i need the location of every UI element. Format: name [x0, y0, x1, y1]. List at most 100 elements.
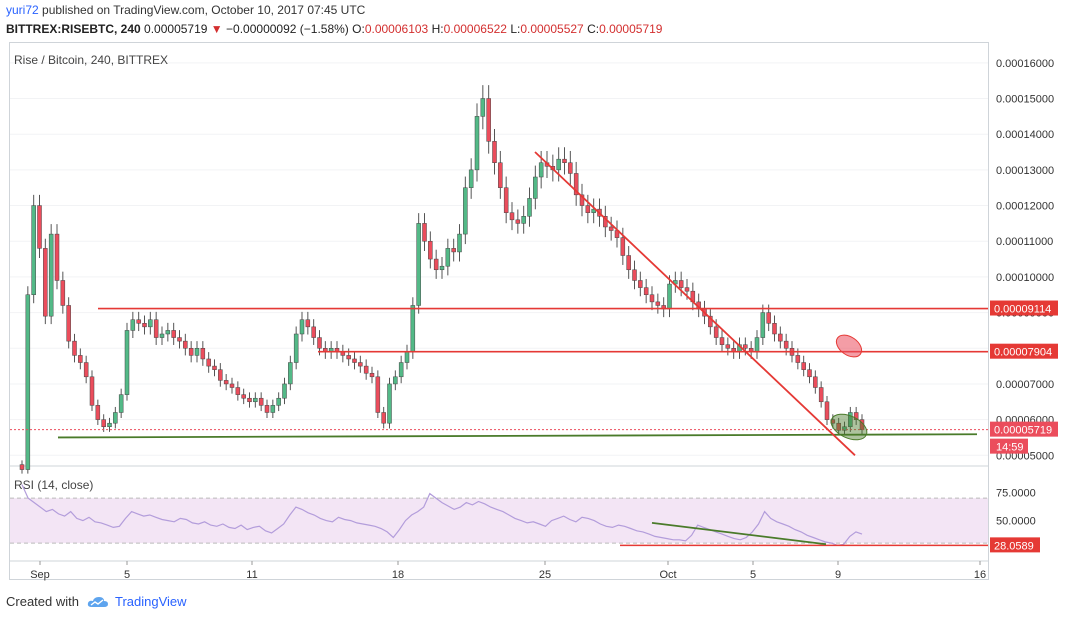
rsi-line: [21, 484, 863, 547]
chart-title: Rise / Bitcoin, 240, BITTREX: [14, 53, 168, 67]
candle-body: [626, 255, 631, 271]
candle-body: [31, 205, 36, 295]
candle-body: [299, 319, 305, 335]
candle-body: [818, 387, 824, 403]
candle-body: [393, 376, 398, 385]
time-tick-label: Sep: [30, 569, 50, 581]
candle-body: [678, 280, 684, 288]
candle-body: [25, 294, 31, 470]
candle-body: [585, 205, 591, 213]
candle-body: [754, 337, 760, 353]
chart-frame: [9, 42, 989, 580]
candle-body: [177, 337, 182, 342]
close-label: C:: [587, 22, 600, 36]
candle-body: [124, 330, 130, 395]
candle-body: [305, 319, 311, 328]
candle-body: [422, 223, 427, 242]
price-tag-bg: [990, 300, 1058, 316]
candle-body: [60, 280, 66, 306]
tradingview-link[interactable]: TradingView: [87, 594, 187, 609]
candle-body: [643, 287, 649, 295]
candle-body: [848, 412, 853, 428]
publish-text: published on TradingView.com, October 10…: [42, 3, 366, 17]
candle-body: [708, 315, 713, 328]
candle-body: [474, 116, 480, 171]
price-tag-label: 0.00005719: [994, 425, 1052, 437]
candle-body: [579, 194, 585, 206]
candle-body: [381, 412, 386, 424]
candle-body: [416, 223, 421, 306]
candle-body: [684, 287, 690, 292]
rsi-tick-label: 50.0000: [996, 516, 1036, 528]
candle-body: [153, 319, 159, 338]
candle-body: [369, 372, 375, 378]
candle-body: [533, 176, 538, 199]
rsi-label: RSI (14, close): [14, 478, 93, 492]
candle-body: [130, 319, 136, 331]
support-line: [57, 433, 978, 439]
candle-body: [632, 269, 637, 281]
candle-body: [410, 305, 416, 353]
candle-body: [206, 358, 211, 367]
candle-body: [241, 394, 246, 399]
price-tick-label: 0.00012000: [996, 201, 1054, 213]
candle-body: [772, 323, 777, 335]
candle-body: [148, 319, 153, 328]
candle-body: [463, 187, 468, 235]
candle-body: [433, 258, 439, 271]
candle-body: [113, 412, 118, 424]
price-tick-label: 0.00011000: [996, 236, 1053, 248]
candle-body: [743, 344, 748, 349]
candle-body: [66, 305, 71, 342]
candle-body: [142, 323, 147, 328]
price-tag-bg: [990, 343, 1058, 359]
last-price: 0.00005719: [144, 22, 208, 36]
candle-body: [824, 401, 830, 420]
price-tick-label: 0.00013000: [996, 165, 1054, 177]
candle-body: [311, 326, 316, 338]
price-tick-label: 0.00015000: [996, 94, 1054, 106]
candle-body: [229, 383, 235, 388]
time-tick-label: 25: [539, 569, 551, 581]
candle-body: [492, 141, 497, 163]
countdown-bg: [990, 438, 1028, 454]
price-tick-label: 0.00014000: [996, 129, 1054, 141]
candle-body: [165, 330, 171, 335]
candle-body: [778, 333, 783, 342]
candle-body: [95, 405, 101, 420]
candle-body: [509, 212, 515, 221]
rsi-tick-label: 75.0000: [996, 488, 1036, 500]
candle-body: [573, 173, 579, 196]
candle-body: [171, 330, 176, 338]
candle-body: [457, 233, 462, 253]
price-tag-label: 0.00007904: [994, 347, 1052, 359]
candle-body: [136, 319, 141, 324]
candle-body: [288, 362, 293, 385]
downtrend-line: [534, 151, 856, 456]
price-change: −0.00000092 (−1.58%): [226, 22, 349, 36]
time-tick-label: 11: [246, 569, 257, 581]
countdown-label: 14:59: [996, 442, 1024, 454]
down-arrow-icon: ▼: [210, 22, 223, 36]
candle-body: [608, 226, 614, 231]
tradingview-cloud-icon: [87, 596, 108, 607]
candle-body: [439, 265, 445, 271]
candle-body: [649, 294, 655, 303]
candle-body: [247, 397, 252, 403]
candle-body: [783, 340, 789, 349]
candle-body: [515, 219, 521, 224]
candle-body: [346, 355, 351, 360]
candle-body: [398, 362, 404, 378]
publisher-user[interactable]: yuri72: [6, 3, 39, 17]
candle-body: [503, 187, 509, 213]
candle-body: [101, 419, 106, 428]
candle-body: [235, 387, 241, 395]
low-value: 0.00005527: [520, 22, 584, 36]
candle-body: [521, 216, 526, 224]
candle-body: [118, 394, 124, 413]
candle-body: [655, 301, 661, 306]
candle-body: [54, 233, 60, 281]
time-tick-label: 16: [974, 569, 986, 581]
candle-body: [713, 326, 719, 338]
